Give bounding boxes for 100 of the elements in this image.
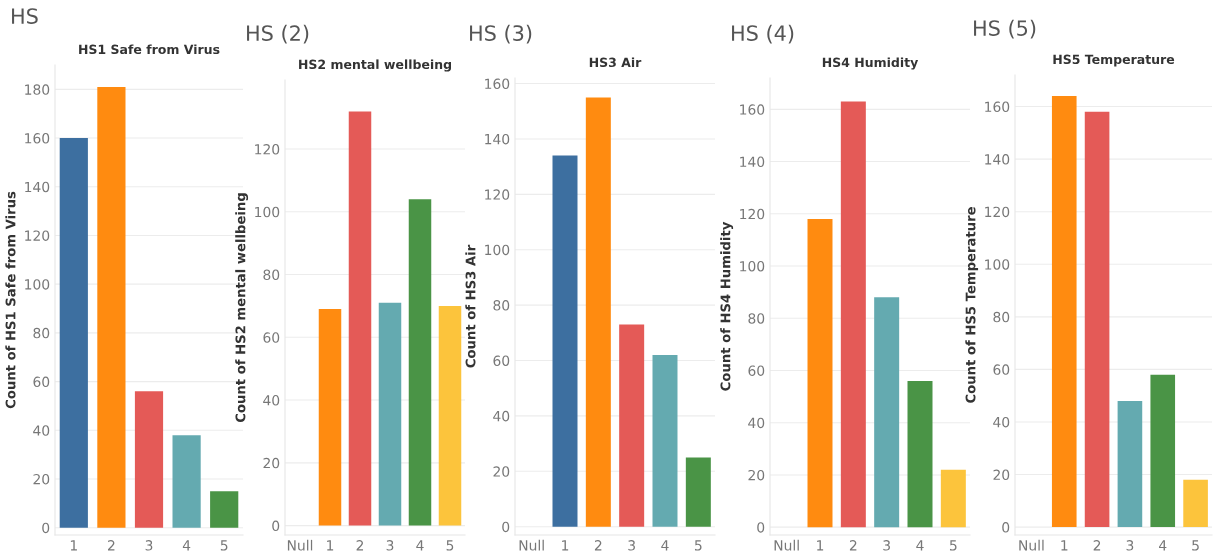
y-tick-label: 80 [493, 300, 510, 311]
x-tick-label: Null [774, 539, 799, 551]
bar [59, 138, 88, 528]
y-tick-label: 20 [263, 457, 280, 469]
y-tick-label: 100 [485, 244, 510, 256]
x-tick-label: 4 [416, 540, 424, 551]
y-tick-label: 0 [502, 521, 510, 533]
x-tick-label: Null [519, 539, 544, 551]
bar [1150, 374, 1176, 528]
x-tick-label: 5 [446, 540, 454, 551]
x-tick-label: 3 [628, 540, 635, 551]
x-tick-label: 2 [594, 540, 602, 551]
y-tick-label: 40 [748, 417, 765, 429]
y-tick-label: 140 [740, 156, 765, 168]
y-tick-label: 20 [993, 469, 1010, 481]
bar [907, 380, 933, 528]
y-tick-label: 20 [33, 473, 50, 485]
y-tick-label: 120 [25, 230, 50, 241]
y-tick-label: 40 [33, 425, 50, 436]
y-tick-label: 80 [748, 313, 765, 324]
y-tick-label: 120 [740, 208, 765, 220]
y-tick-label: 40 [263, 395, 280, 406]
chart-title: HS (4) [732, 24, 794, 44]
bar [210, 491, 239, 528]
chart-subtitle: HS1 Safe from Virus [79, 44, 220, 55]
y-tick-label: 140 [485, 133, 510, 145]
x-tick-label: 3 [883, 540, 890, 551]
y-axis-title: Count of HS5 Temperature [965, 207, 979, 403]
y-axis-title: Count of HS4 Humidity [720, 221, 734, 391]
x-tick-label: Null [287, 539, 313, 551]
x-tick-label: 2 [356, 540, 364, 551]
y-tick-label: 60 [993, 364, 1010, 375]
y-tick-label: 80 [993, 311, 1010, 323]
y-tick-label: 160 [485, 78, 510, 90]
y-tick-label: 0 [42, 522, 50, 534]
x-tick-label: 4 [916, 540, 924, 551]
bar [348, 111, 372, 526]
bar [1117, 400, 1143, 528]
bar [840, 101, 866, 528]
y-tick-label: 60 [33, 376, 50, 388]
y-tick-label: 100 [25, 279, 50, 290]
x-tick-label: Null [1019, 539, 1044, 551]
y-axis-title: Count of HS2 mental wellbeing [235, 193, 249, 423]
bar [97, 86, 126, 528]
bar [408, 199, 432, 526]
y-tick-label: 160 [740, 104, 765, 115]
y-tick-label: 20 [493, 466, 510, 477]
y-tick-label: 80 [263, 269, 280, 281]
y-tick-label: 160 [25, 133, 50, 144]
y-tick-label: 120 [255, 144, 280, 155]
y-tick-label: 100 [740, 260, 765, 272]
x-tick-label: 5 [694, 540, 702, 551]
bar [438, 305, 462, 526]
y-tick-label: 60 [748, 365, 765, 376]
y-tick-label: 20 [748, 469, 765, 481]
y-tick-label: 40 [493, 410, 510, 422]
x-tick-label: 4 [661, 540, 669, 551]
chart-subtitle: HS3 Air [589, 57, 642, 68]
x-tick-label: 1 [817, 540, 824, 551]
y-tick-label: 140 [25, 181, 50, 193]
y-tick-label: 160 [985, 101, 1010, 113]
x-tick-label: 5 [220, 540, 228, 551]
y-tick-label: 120 [485, 189, 510, 200]
bar [685, 457, 711, 527]
x-tick-label: 1 [1061, 540, 1068, 551]
x-tick-label: 5 [949, 540, 957, 551]
chart-title: HS (5) [974, 19, 1036, 39]
bar [172, 435, 201, 528]
y-tick-label: 80 [33, 327, 50, 339]
chart-title: HS [12, 8, 38, 24]
x-tick-label: 4 [1159, 540, 1167, 551]
y-tick-label: 0 [757, 522, 765, 533]
chart-subtitle: HS5 Temperature [1053, 54, 1175, 67]
bar [1051, 96, 1077, 528]
bar [619, 324, 645, 527]
y-tick-label: 0 [272, 520, 280, 532]
chart-title: HS (3) [470, 24, 532, 44]
chart-title: HS (2) [247, 24, 309, 44]
bar [807, 219, 833, 528]
y-tick-label: 180 [25, 84, 50, 95]
x-tick-label: 2 [849, 540, 857, 551]
x-tick-label: 3 [1126, 540, 1134, 551]
bar [318, 309, 342, 526]
y-tick-label: 60 [493, 355, 510, 366]
x-tick-label: 3 [145, 540, 153, 551]
x-tick-label: 2 [108, 540, 115, 551]
y-tick-label: 40 [993, 416, 1010, 428]
bar [585, 97, 611, 527]
bar [552, 155, 578, 527]
chart-subtitle: HS4 Humidity [822, 57, 919, 70]
bar [378, 302, 402, 526]
x-tick-label: 4 [182, 540, 191, 551]
x-tick-label: 2 [1093, 540, 1101, 551]
x-tick-label: 5 [1192, 540, 1199, 551]
x-tick-label: 3 [386, 540, 394, 551]
bar [1084, 111, 1110, 528]
y-tick-label: 100 [255, 206, 280, 218]
y-tick-label: 0 [1002, 522, 1010, 533]
bar [652, 354, 678, 527]
x-tick-label: 1 [327, 540, 334, 551]
